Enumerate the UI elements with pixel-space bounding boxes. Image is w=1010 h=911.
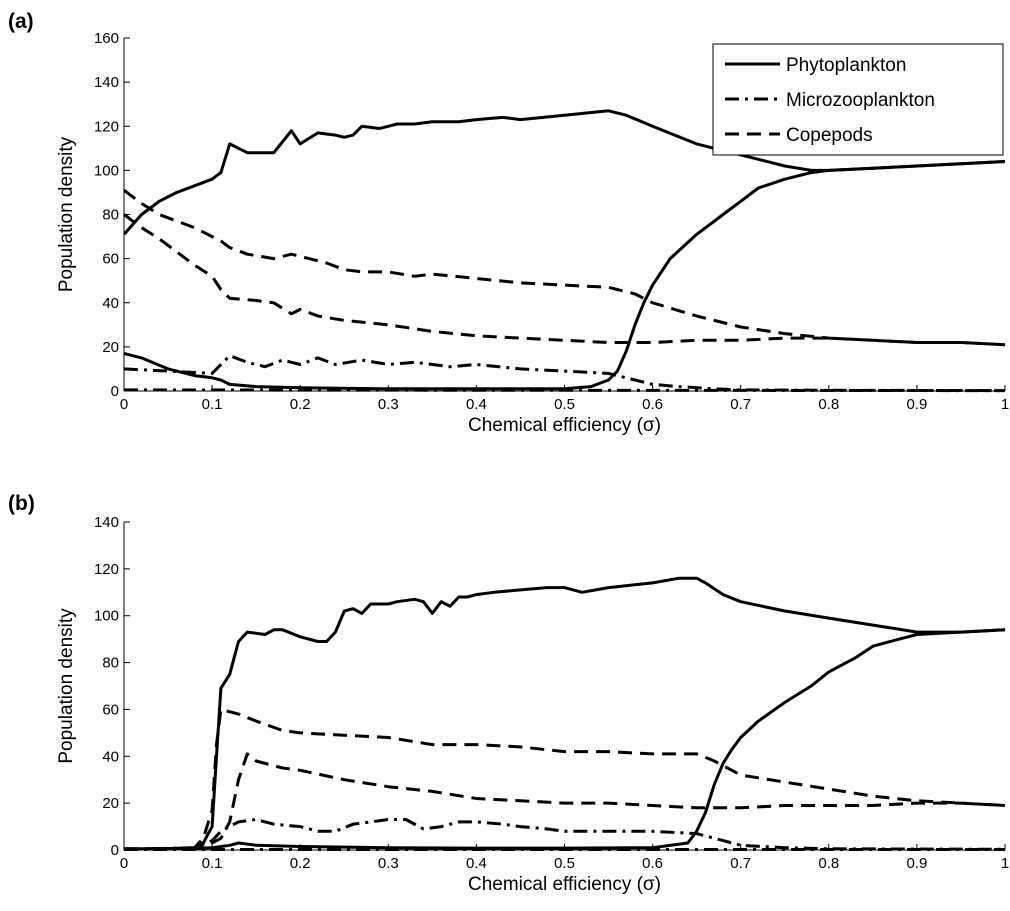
x-tick-label: 0.5 [554, 396, 575, 413]
series-line-solid [123, 160, 1006, 391]
series-line-dashed [123, 752, 1006, 851]
x-tick-label: 0.2 [290, 855, 311, 872]
series-line-solid [124, 576, 1006, 851]
y-tick-label: 40 [102, 748, 119, 765]
y-tick-label: 40 [102, 295, 119, 312]
series-line-dashed [124, 707, 1006, 851]
x-tick-label: 0.5 [554, 855, 575, 872]
y-tick-label: 140 [94, 74, 119, 91]
x-tick-label: 0.7 [730, 855, 751, 872]
x-axis-label: Chemical efficiency (σ) [468, 415, 661, 436]
y-tick-label: 140 [94, 514, 119, 531]
y-axis-label: Population density [56, 608, 77, 764]
panel-label: (a) [8, 10, 34, 33]
x-tick-label: 0 [120, 396, 128, 413]
y-tick-label: 0 [111, 383, 119, 400]
x-axis-label: Chemical efficiency (σ) [468, 874, 661, 895]
series-line-dashdot [123, 354, 1006, 393]
panel-b: (b) 0 0.1 0.2 0.3 0.4 0.5 0.6 0.7 0.8 0.9 1 0 20 40 60 8… [8, 492, 1009, 895]
y-tick-label: 120 [94, 561, 119, 578]
x-tick-label: 0.3 [378, 396, 399, 413]
x-tick-label: 0.3 [378, 855, 399, 872]
x-tick-label: 0.2 [290, 396, 311, 413]
series-line-dashdot [123, 818, 1006, 851]
legend-label: Microzooplankton [786, 90, 935, 111]
y-tick-label: 100 [94, 162, 119, 179]
x-tick-label: 0.6 [642, 396, 663, 413]
x-tick-label: 0.6 [642, 855, 663, 872]
x-tick-label: 1 [1001, 855, 1009, 872]
x-tick-label: 0.4 [466, 855, 487, 872]
x-tick-label: 0.7 [730, 396, 751, 413]
y-tick-label: 80 [102, 655, 119, 672]
y-tick-label: 20 [102, 339, 119, 356]
x-tick-label: 1 [1001, 396, 1009, 413]
y-tick-label: 80 [102, 207, 119, 224]
y-tick-label: 160 [94, 30, 119, 47]
series-line-dashdot [123, 388, 1006, 393]
y-axis-label: Population density [56, 136, 77, 292]
x-tick-label: 0.1 [202, 855, 223, 872]
series-line-dashed [123, 189, 1006, 347]
legend-label: Phytoplankton [786, 55, 906, 76]
y-tick-label: 60 [102, 251, 119, 268]
panel-label: (b) [8, 492, 35, 515]
x-tick-label: 0.1 [202, 396, 223, 413]
x-tick-label: 0.8 [818, 855, 839, 872]
series-line-dashed [123, 213, 1006, 347]
series-line-solid [123, 628, 1006, 851]
x-tick-label: 0.8 [818, 396, 839, 413]
y-tick-label: 20 [102, 795, 119, 812]
y-tick-label: 60 [102, 701, 119, 718]
series-line-solid [122, 109, 1006, 236]
panel-a: (a) 0 0.1 0.2 0.3 0.4 0.5 0.6 0.7 0.8 0.9 1 0 20 40 60 8… [8, 10, 1009, 436]
legend-label: Copepods [786, 125, 873, 146]
x-tick-label: 0.9 [906, 855, 927, 872]
x-tick-label: 0 [120, 855, 128, 872]
x-tick-label: 0.4 [466, 396, 487, 413]
y-tick-label: 0 [111, 842, 119, 859]
x-tick-label: 0.9 [906, 396, 927, 413]
y-tick-label: 100 [94, 608, 119, 625]
y-tick-label: 120 [94, 118, 119, 135]
